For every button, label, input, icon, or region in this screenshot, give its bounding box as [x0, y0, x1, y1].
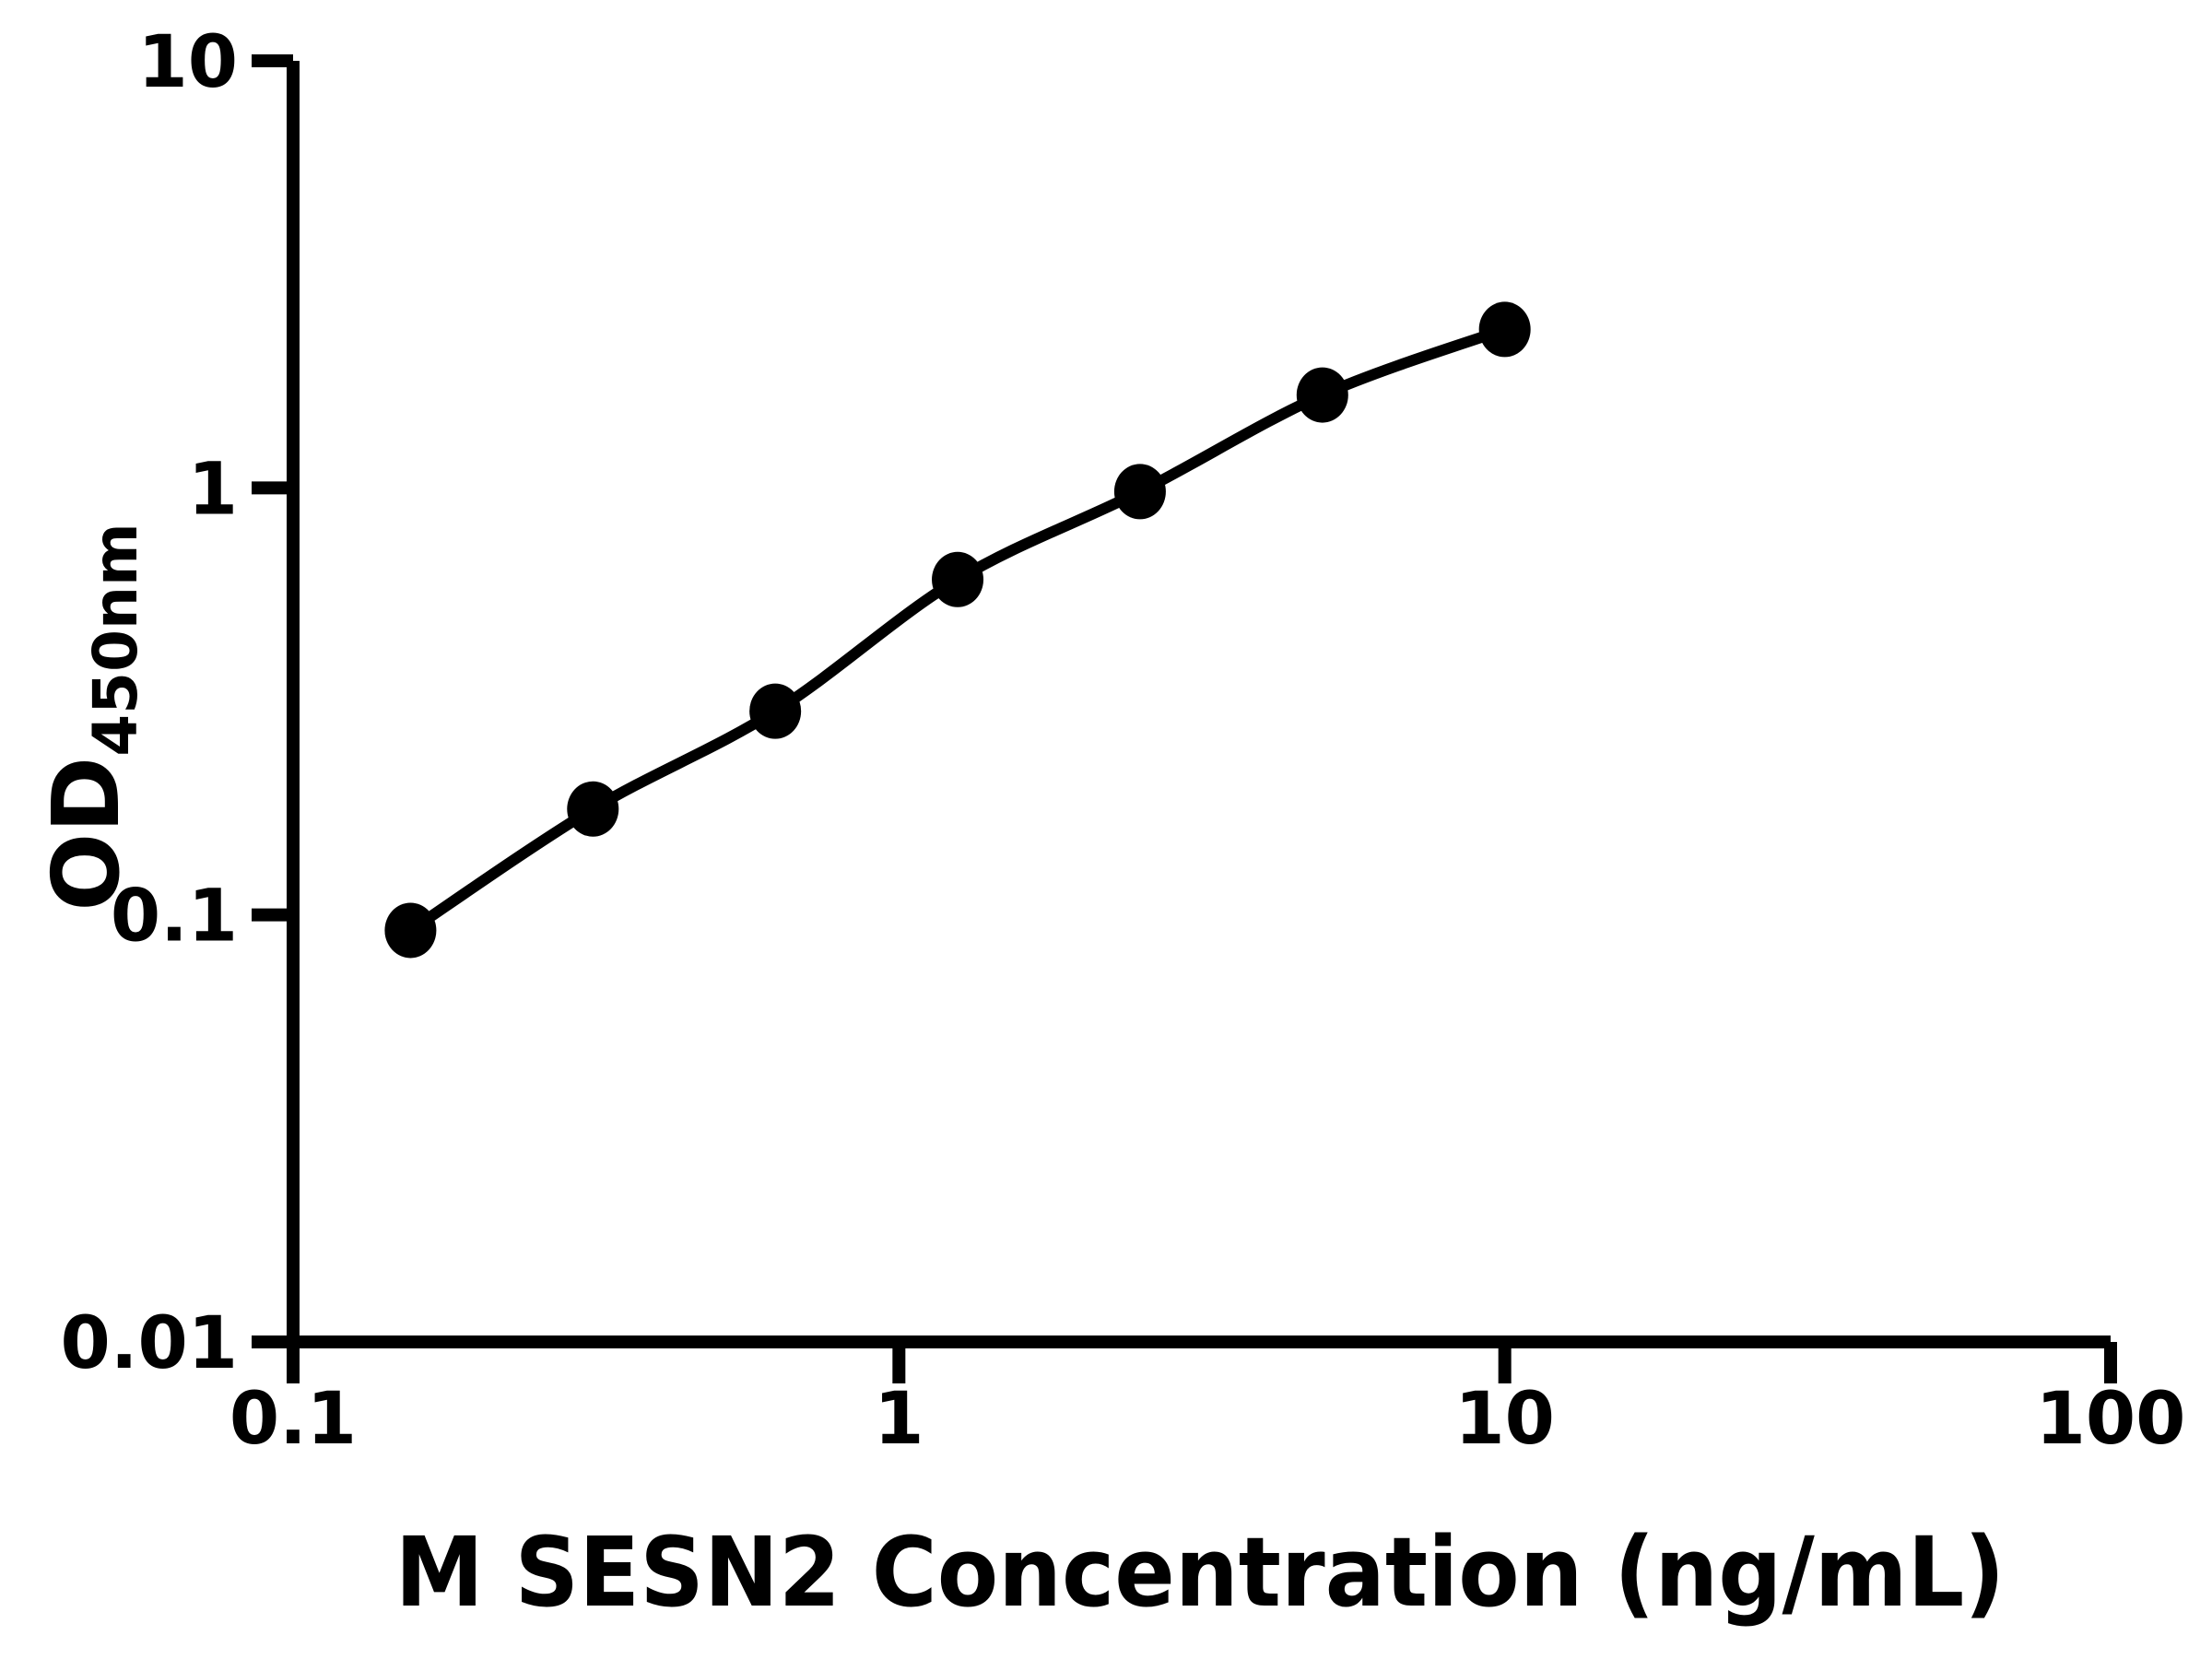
x-tick-label-1: 1 [874, 1378, 924, 1461]
x-tick-label-10: 10 [1454, 1378, 1555, 1461]
x-axis-title: M SESN2 Concentration (ng/mL) [395, 1517, 2006, 1629]
y-axis-title-main: OD [32, 757, 140, 912]
x-tick-label-0.1: 0.1 [229, 1378, 357, 1461]
data-point-0.625 [749, 683, 802, 739]
x-tick-label-100: 100 [2036, 1378, 2186, 1461]
axes-lines [287, 61, 2111, 1348]
y-axis-title: OD450nm [32, 523, 151, 912]
y-tick-label-0.1: 0.1 [111, 876, 238, 959]
standard-curve-line [407, 324, 1507, 935]
y-tick-label-1: 1 [188, 448, 238, 531]
y-axis-title-subscript: 450nm [80, 523, 151, 757]
data-point-5 [1296, 367, 1348, 423]
y-tick-label-0.01: 0.01 [61, 1302, 238, 1385]
data-point-2.5 [1113, 464, 1166, 520]
data-point-0.3125 [567, 781, 619, 837]
data-point-1.25 [932, 551, 984, 607]
y-tick-label-10: 10 [137, 21, 238, 104]
data-point-0.15625 [384, 902, 437, 959]
data-point-10 [1478, 301, 1531, 358]
